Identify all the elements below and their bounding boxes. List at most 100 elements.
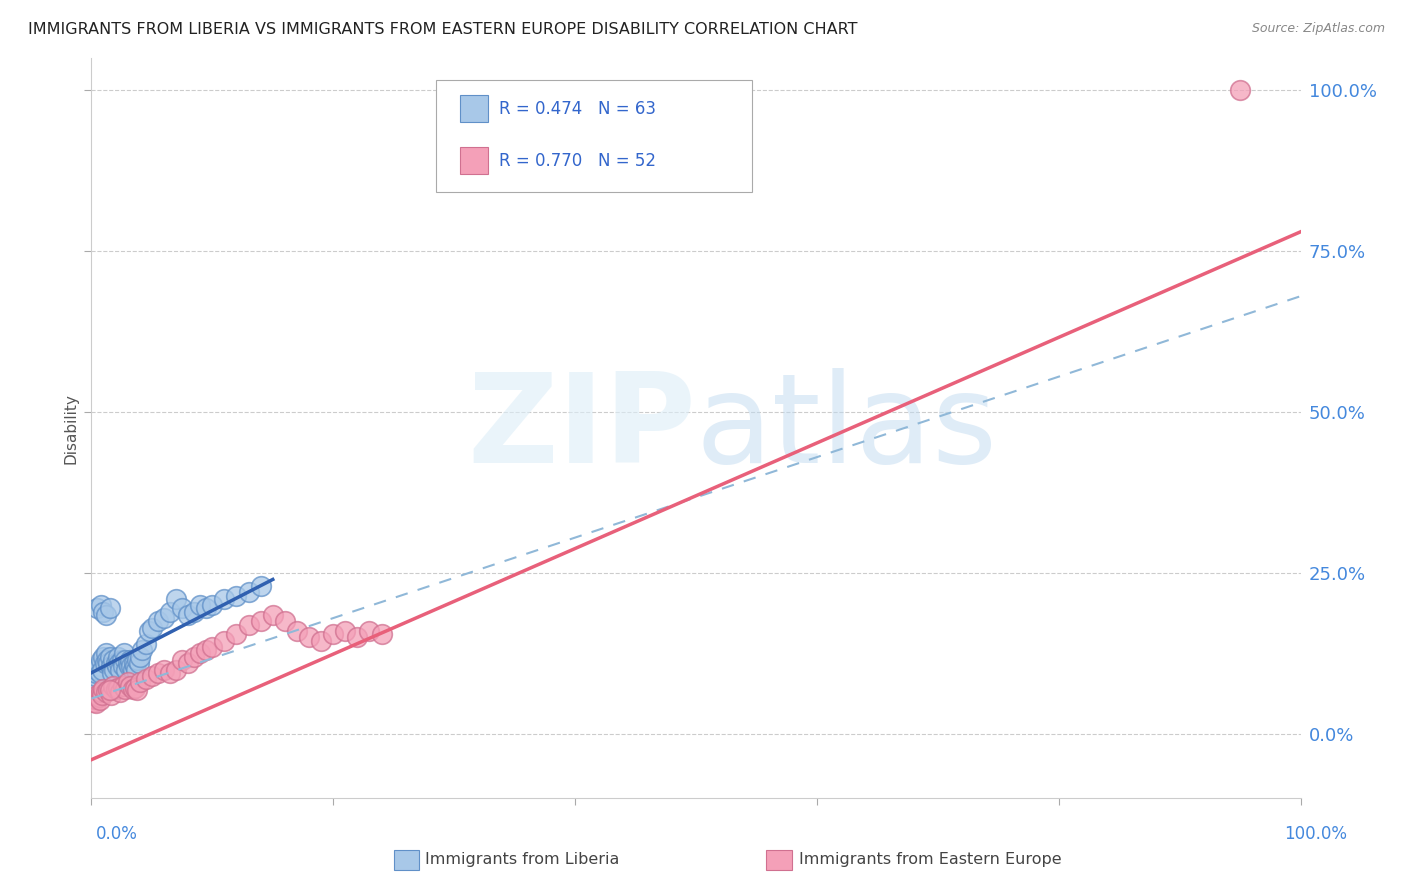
Text: Source: ZipAtlas.com: Source: ZipAtlas.com — [1251, 22, 1385, 36]
Point — [188, 647, 211, 661]
Point — [370, 627, 392, 641]
Point — [183, 605, 205, 619]
Point — [97, 683, 120, 698]
Point — [84, 696, 107, 710]
Point — [124, 681, 146, 695]
Point — [84, 691, 107, 706]
Point — [128, 649, 150, 664]
Point — [238, 617, 260, 632]
Point — [105, 659, 128, 673]
Point — [114, 653, 136, 667]
Point — [93, 681, 115, 696]
Text: 100.0%: 100.0% — [1284, 825, 1347, 843]
Point — [146, 615, 169, 629]
Text: R = 0.474   N = 63: R = 0.474 N = 63 — [499, 100, 657, 118]
Point — [249, 579, 271, 593]
Point — [285, 624, 308, 638]
Point — [153, 611, 176, 625]
Point — [188, 598, 211, 612]
Point — [165, 663, 187, 677]
Point — [97, 656, 120, 670]
Point — [94, 685, 117, 699]
Text: atlas: atlas — [696, 368, 998, 489]
Point — [101, 665, 124, 680]
Point — [115, 663, 138, 677]
Point — [153, 663, 176, 677]
Point — [359, 624, 381, 638]
Point — [1229, 83, 1251, 97]
Point — [201, 598, 224, 612]
Point — [84, 669, 107, 683]
Point — [98, 649, 121, 664]
Point — [86, 601, 108, 615]
Point — [93, 656, 115, 670]
Point — [103, 663, 125, 677]
Point — [98, 601, 121, 615]
Point — [107, 681, 129, 695]
Point — [121, 663, 143, 677]
Point — [128, 675, 150, 690]
Point — [87, 690, 110, 704]
Point — [120, 659, 142, 673]
Point — [298, 631, 321, 645]
Point — [138, 624, 160, 638]
Point — [100, 659, 122, 673]
Point — [124, 659, 146, 673]
Point — [141, 669, 163, 683]
Point — [94, 647, 117, 661]
Text: Immigrants from Liberia: Immigrants from Liberia — [425, 853, 619, 867]
Y-axis label: Disability: Disability — [63, 392, 79, 464]
Point — [121, 681, 143, 696]
Point — [111, 679, 134, 693]
Point — [122, 656, 145, 670]
Point — [111, 659, 134, 673]
Point — [83, 672, 105, 686]
Point — [127, 653, 149, 667]
Point — [84, 665, 107, 680]
Point — [111, 653, 132, 667]
Point — [91, 689, 114, 703]
Point — [214, 591, 236, 606]
Point — [165, 591, 187, 606]
Point — [90, 685, 112, 699]
Text: IMMIGRANTS FROM LIBERIA VS IMMIGRANTS FROM EASTERN EUROPE DISABILITY CORRELATION: IMMIGRANTS FROM LIBERIA VS IMMIGRANTS FR… — [28, 22, 858, 37]
Point — [146, 665, 169, 680]
Point — [86, 689, 108, 703]
Point — [135, 672, 157, 686]
Point — [335, 624, 357, 638]
Point — [94, 607, 117, 622]
Point — [83, 695, 105, 709]
Point — [90, 598, 112, 612]
Text: 0.0%: 0.0% — [96, 825, 138, 843]
Point — [172, 653, 194, 667]
Point — [104, 656, 127, 670]
Point — [93, 605, 115, 619]
Point — [141, 621, 163, 635]
Point — [117, 675, 139, 690]
Point — [101, 653, 124, 667]
Point — [201, 640, 224, 654]
Point — [89, 665, 111, 680]
Point — [89, 693, 111, 707]
Point — [98, 683, 121, 698]
Text: ZIP: ZIP — [467, 368, 696, 489]
Point — [238, 585, 260, 599]
Point — [108, 656, 131, 670]
Point — [225, 627, 247, 641]
Point — [214, 633, 236, 648]
Text: Immigrants from Eastern Europe: Immigrants from Eastern Europe — [799, 853, 1062, 867]
Point — [274, 615, 297, 629]
Point — [104, 681, 127, 696]
Point — [159, 605, 181, 619]
Point — [177, 607, 200, 622]
Point — [195, 643, 218, 657]
Point — [159, 665, 181, 680]
Point — [91, 663, 114, 677]
Point — [249, 615, 271, 629]
Point — [309, 633, 332, 648]
Point — [110, 685, 132, 699]
Point — [118, 659, 141, 673]
Point — [225, 589, 247, 603]
Point — [127, 683, 149, 698]
Point — [112, 647, 135, 661]
